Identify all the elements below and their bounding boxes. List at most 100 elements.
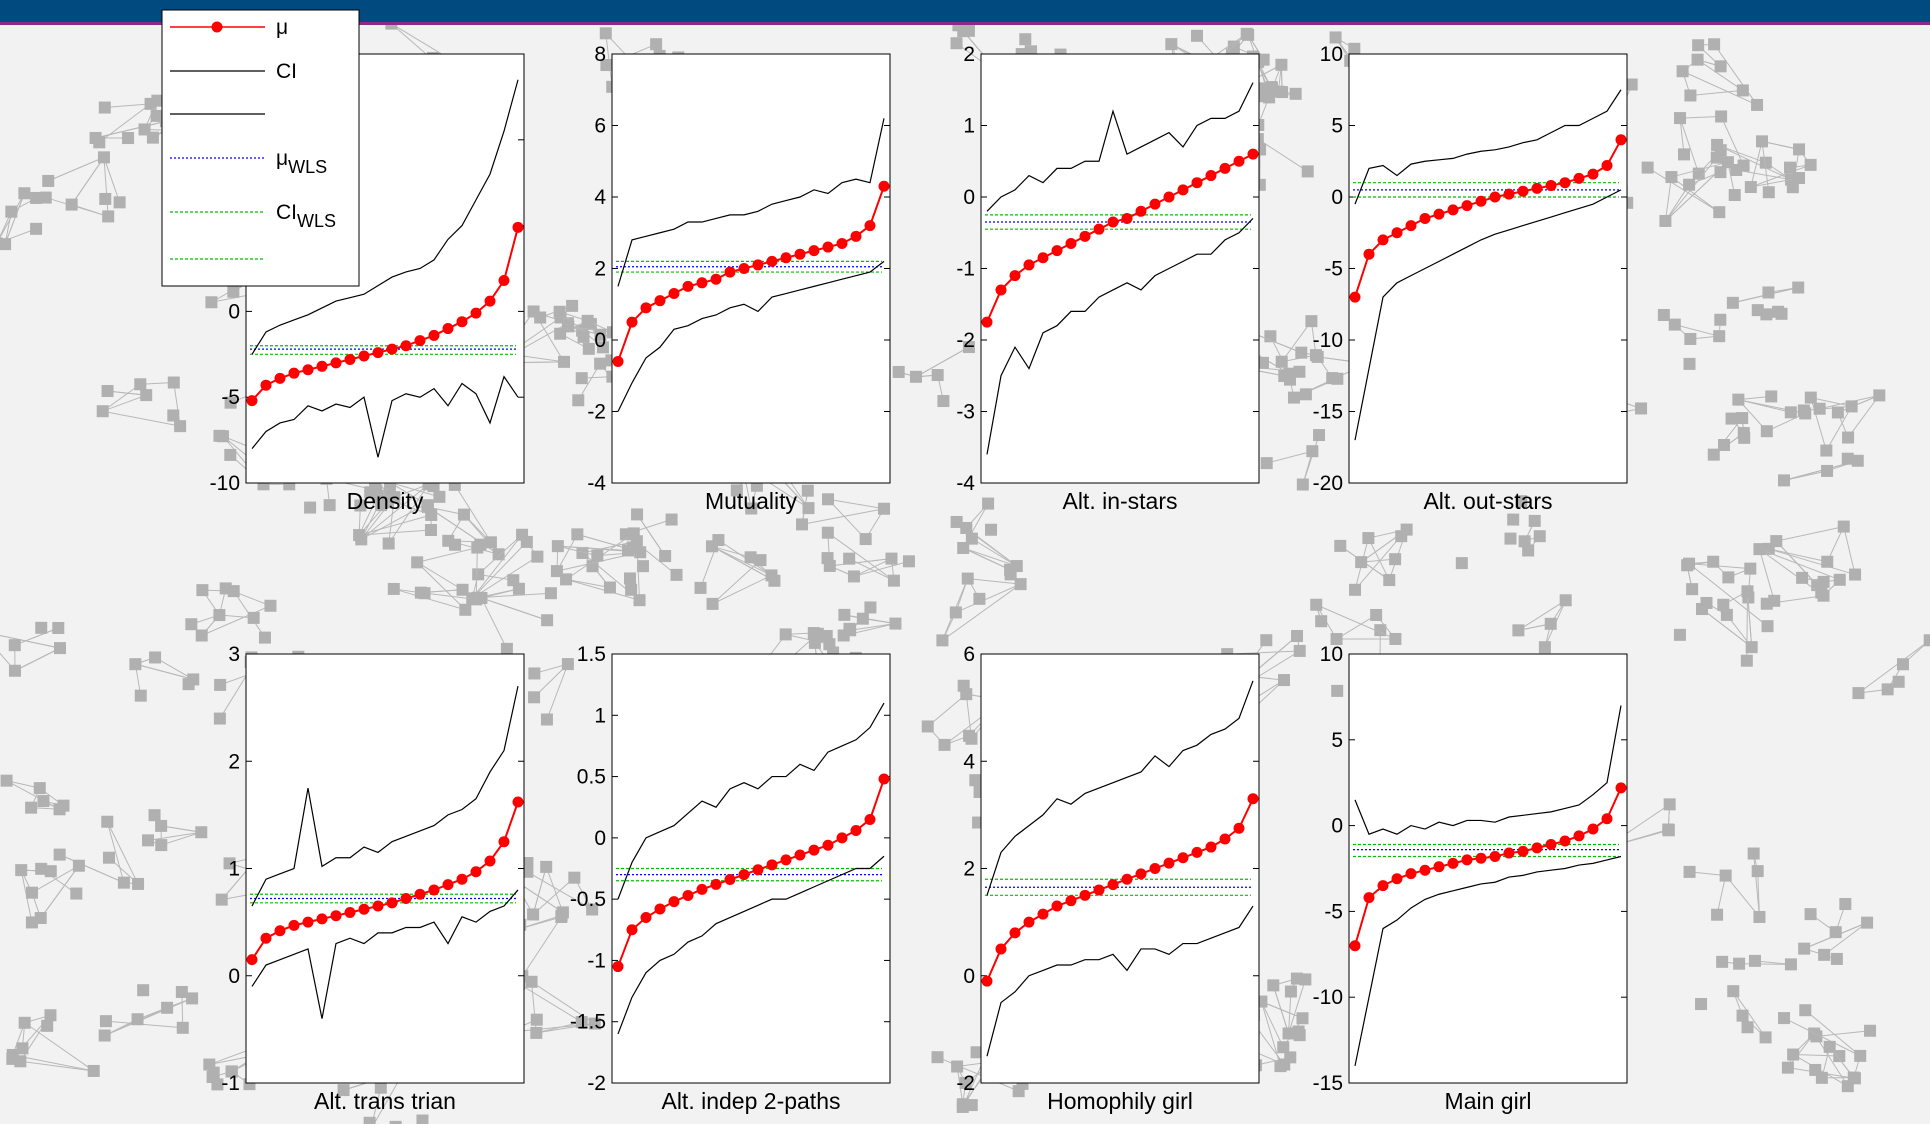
mean-point	[429, 884, 440, 895]
legend-label: μ	[276, 16, 288, 39]
network-node	[1545, 618, 1557, 630]
network-node	[1796, 572, 1808, 584]
network-node	[530, 1027, 542, 1039]
network-node	[1678, 148, 1690, 160]
network-node	[9, 665, 21, 677]
network-node	[216, 894, 228, 906]
network-node	[572, 394, 584, 406]
mean-point	[1108, 879, 1119, 890]
mean-point	[1574, 830, 1585, 841]
network-node	[969, 774, 981, 786]
network-node	[888, 575, 900, 587]
mean-point	[1234, 823, 1245, 834]
network-node	[1684, 358, 1696, 370]
network-node	[1842, 432, 1854, 444]
mean-point	[1392, 873, 1403, 884]
mean-point	[1024, 259, 1035, 270]
chart-title: Alt. indep 2-paths	[661, 1088, 840, 1114]
network-node	[1294, 1029, 1306, 1041]
network-node	[220, 582, 232, 594]
mean-point	[655, 295, 666, 306]
y-tick-label: 0.5	[577, 766, 606, 789]
network-node	[149, 809, 161, 821]
network-node	[155, 839, 167, 851]
mean-point	[471, 866, 482, 877]
mean-point	[996, 943, 1007, 954]
network-node	[1761, 425, 1773, 437]
network-node	[1349, 584, 1361, 596]
y-tick-label: 6	[594, 115, 606, 138]
network-node	[528, 691, 540, 703]
network-node	[26, 887, 38, 899]
network-node	[1745, 181, 1757, 193]
network-node	[1733, 958, 1745, 970]
network-node	[1792, 282, 1804, 294]
mean-point	[823, 840, 834, 851]
chart-title: Alt. in-stars	[1062, 488, 1177, 514]
network-node	[30, 223, 42, 235]
network-node	[134, 378, 146, 390]
mean-point	[289, 920, 300, 931]
network-node	[1716, 956, 1728, 968]
network-node	[666, 514, 678, 526]
mean-point	[1066, 238, 1077, 249]
network-node	[1261, 457, 1273, 469]
network-node	[622, 544, 634, 556]
network-node	[1674, 112, 1686, 124]
network-node	[1818, 576, 1830, 588]
network-node	[142, 834, 154, 846]
legend-label: CI	[276, 60, 297, 83]
network-node	[951, 37, 963, 49]
network-node	[129, 658, 141, 670]
network-node	[1267, 979, 1279, 991]
network-node	[1284, 374, 1296, 386]
network-node	[960, 522, 972, 534]
network-node	[1924, 634, 1930, 646]
network-node	[822, 527, 834, 539]
network-node	[459, 604, 471, 616]
mean-point	[1350, 940, 1361, 951]
mean-point	[1476, 853, 1487, 864]
network-node	[1696, 603, 1708, 615]
y-tick-label: 2	[228, 750, 240, 773]
mean-point	[1504, 848, 1515, 859]
network-node	[1708, 38, 1720, 50]
network-node	[650, 38, 662, 50]
network-node	[707, 598, 719, 610]
network-node	[624, 572, 636, 584]
network-node	[1765, 390, 1777, 402]
network-node	[1713, 330, 1725, 342]
mean-point	[485, 296, 496, 307]
network-node	[1787, 1049, 1799, 1061]
mean-point	[879, 774, 890, 785]
network-node	[1782, 1062, 1794, 1074]
y-tick-label: 4	[594, 186, 606, 209]
network-node	[885, 553, 897, 565]
chart-title: Homophily girl	[1047, 1088, 1193, 1114]
network-node	[1834, 574, 1846, 586]
network-node	[1785, 958, 1797, 970]
y-tick-label: -2	[587, 401, 606, 424]
mean-point	[697, 277, 708, 288]
network-node	[1748, 848, 1760, 860]
mean-point	[513, 797, 524, 808]
mean-point	[865, 220, 876, 231]
network-node	[1681, 559, 1693, 571]
network-node	[411, 556, 423, 568]
mean-point	[1406, 220, 1417, 231]
mean-point	[1518, 186, 1529, 197]
network-node	[1711, 909, 1723, 921]
network-node	[1762, 620, 1774, 632]
network-node	[1315, 615, 1327, 627]
network-node	[1842, 453, 1854, 465]
network-node	[821, 630, 833, 642]
network-node	[1642, 162, 1654, 174]
network-node	[1873, 389, 1885, 401]
network-node	[1658, 309, 1670, 321]
y-tick-label: 4	[963, 750, 975, 773]
network-node	[1674, 629, 1686, 641]
legend: μCIμWLSCIWLS	[162, 10, 359, 286]
network-node	[99, 102, 111, 114]
network-node	[958, 680, 970, 692]
network-node	[571, 528, 583, 540]
